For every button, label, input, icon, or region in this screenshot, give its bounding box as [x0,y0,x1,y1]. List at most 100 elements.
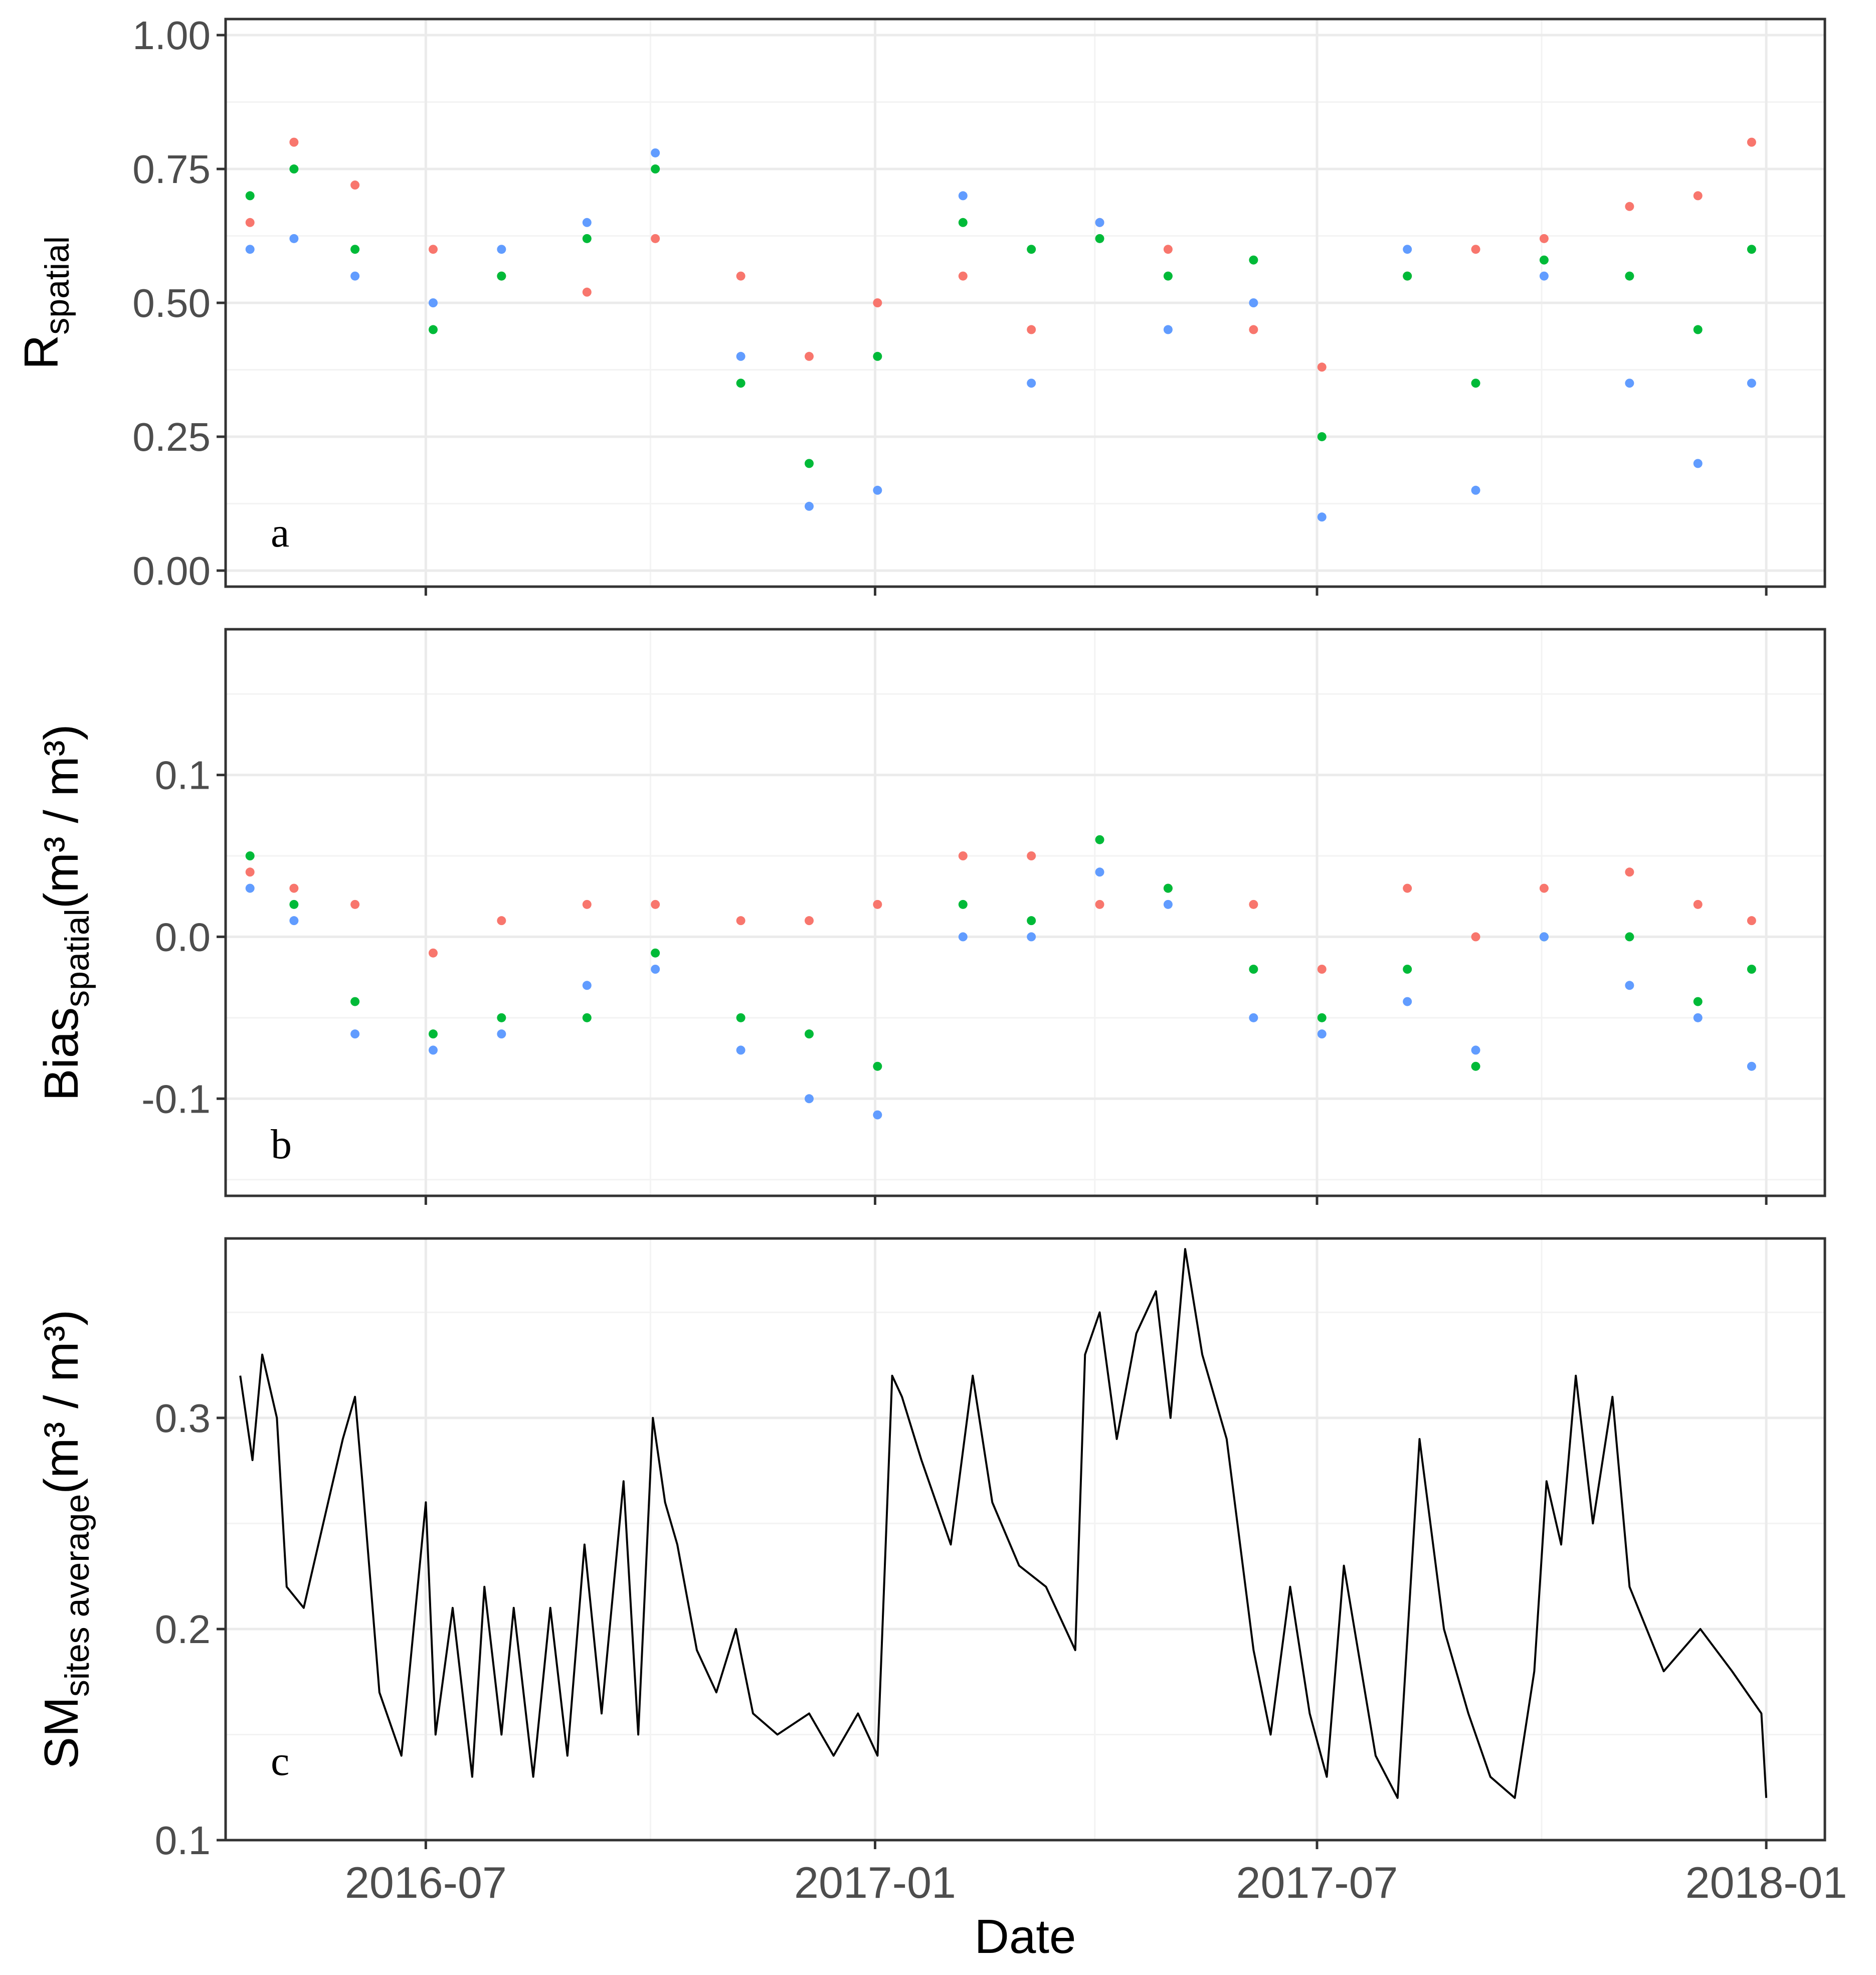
point-green [1249,255,1258,265]
point-green [582,1013,592,1022]
point-blue [958,191,968,201]
y-tick-label: 0.0 [155,915,211,959]
panel-b: -0.1 0.0 0.1 b Biasspatial(m³ / m³) [35,628,1826,1205]
point-blue [1027,932,1036,942]
point-red [1095,900,1104,909]
point-red [1471,245,1480,254]
point-green [1693,997,1703,1006]
point-red [1027,325,1036,334]
point-green [651,948,660,958]
point-green [1471,1061,1480,1071]
panel-c-background [226,1238,1825,1840]
point-green [1747,245,1756,254]
point-green [1027,916,1036,926]
point-green [736,1013,745,1022]
panel-a-y-axis-label: Rspatial [15,236,76,370]
point-green [1317,1013,1327,1022]
point-green [1163,883,1173,893]
panel-a-y-ticks: 0.00 0.25 0.50 0.75 1.00 [132,13,226,593]
panel-c-frame [224,1237,1826,1842]
point-green [1747,965,1756,974]
point-green [350,245,360,254]
sm-sites-average-line [239,1248,1768,1799]
point-green [1095,835,1104,844]
point-red [350,900,360,909]
point-blue [1539,932,1549,942]
point-green [873,1061,882,1071]
point-green [1095,234,1104,243]
point-red [1471,932,1480,942]
point-blue [582,218,592,227]
x-axis-title: Date [975,1910,1076,1963]
point-red [582,900,592,909]
point-red [497,916,506,926]
point-blue [1747,379,1756,388]
y-tick-label: 0.00 [132,549,211,593]
x-tick-label: 2017-07 [1236,1858,1398,1907]
point-blue [1747,1061,1756,1071]
point-red [428,948,438,958]
point-green [958,900,968,909]
x-tick-label: 2017-01 [794,1858,956,1907]
point-green [428,1029,438,1039]
point-green [245,851,255,860]
point-blue [736,351,745,361]
point-blue [1095,218,1104,227]
point-blue [873,485,882,495]
panel-b-points [245,835,1756,1120]
point-red [958,851,968,860]
point-green [1539,255,1549,265]
point-red [1539,234,1549,243]
panel-a-label: a [271,509,289,556]
point-red [651,234,660,243]
point-blue [582,981,592,990]
point-red [289,883,299,893]
panel-b-grid [226,629,1825,1196]
point-blue [1625,379,1634,388]
point-green [350,997,360,1006]
point-green [958,218,968,227]
point-green [804,459,814,468]
point-blue [873,1110,882,1120]
point-blue [1471,485,1480,495]
panel-c-label: c [271,1738,289,1784]
point-blue [1317,1029,1327,1039]
point-blue [1095,867,1104,877]
point-blue [1403,997,1412,1006]
point-red [804,351,814,361]
y-tick-label: 0.1 [155,1818,211,1863]
x-tick-label: 2016-07 [345,1858,507,1907]
point-red [873,298,882,307]
point-red [873,900,882,909]
panel-b-label: b [271,1121,292,1168]
point-blue [289,916,299,926]
point-red [804,916,814,926]
y-tick-label: -0.1 [141,1076,211,1121]
y-tick-label: 0.1 [155,753,211,798]
point-red [350,181,360,190]
point-red [958,271,968,281]
point-blue [958,932,968,942]
point-red [1249,900,1258,909]
panel-c-x-ticks: 2016-07 2017-01 2017-07 2018-01 [345,1840,1847,1907]
point-red [1747,137,1756,147]
y-tick-label: 0.3 [155,1396,211,1441]
panel-b-y-ticks: -0.1 0.0 0.1 [141,753,226,1121]
point-red [245,867,255,877]
point-red [1539,883,1549,893]
point-blue [1249,298,1258,307]
point-red [1693,900,1703,909]
panel-b-background [226,629,1825,1196]
point-blue [804,501,814,511]
point-green [582,234,592,243]
point-green [1625,932,1634,942]
panel-c-y-ticks: 0.1 0.2 0.3 [155,1396,226,1863]
y-tick-label: 0.75 [132,147,211,192]
point-blue [804,1094,814,1104]
point-green [245,191,255,201]
point-green [1625,271,1634,281]
point-red [1747,916,1756,926]
point-green [651,164,660,174]
point-red [428,245,438,254]
